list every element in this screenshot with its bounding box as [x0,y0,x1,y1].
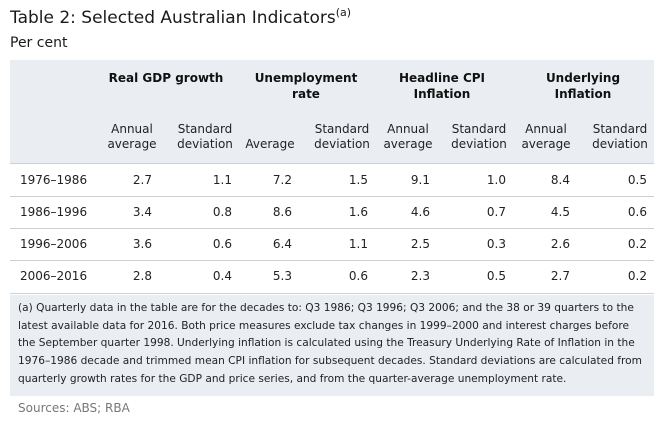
table-cell: 0.2 [627,237,647,251]
table-cell: 0.6 [348,269,368,283]
row-divider [10,293,654,294]
title-footnote-marker: (a) [335,6,352,19]
table-cell: 0.8 [212,205,232,219]
table-cell: 7.2 [272,173,292,187]
table-cell: 2.7 [550,269,570,283]
row-divider [10,163,654,164]
group-header: rate [292,87,320,101]
table-cell: 0.5 [486,269,506,283]
row-divider [10,196,654,197]
column-header: Average [245,137,295,151]
header-band [10,60,654,163]
period-label: 1996–2006 [20,237,88,251]
column-header: Standard [451,122,507,136]
table-cell: 0.6 [212,237,232,251]
column-header: Standard [592,122,648,136]
row-divider [10,228,654,229]
group-header: Inflation [554,87,612,101]
table-cell: 0.2 [627,269,647,283]
column-header: average [107,137,157,151]
column-header: Annual [525,122,567,136]
table-cell: 3.6 [132,237,152,251]
table-cell: 1.1 [348,237,368,251]
table-cell: 2.5 [410,237,430,251]
column-header: Standard [314,122,370,136]
group-header: Unemployment [254,71,358,85]
table-cell: 3.4 [132,205,152,219]
table-cell: 0.5 [627,173,647,187]
row-divider [10,260,654,261]
table-cell: 1.1 [212,173,232,187]
table-cell: 2.7 [132,173,152,187]
table-cell: 0.6 [627,205,647,219]
table-cell: 0.3 [486,237,506,251]
column-header: deviation [592,137,648,151]
group-header: Headline CPI [398,71,486,85]
table-cell: 0.7 [486,205,506,219]
sources: Sources: ABS; RBA [18,401,130,415]
table-units: Per cent [10,35,68,51]
table-cell: 1.6 [348,205,368,219]
footnote-band [10,295,654,396]
table-cell: 5.3 [272,269,292,283]
group-header: Underlying [545,71,621,85]
table-cell: 1.0 [486,173,506,187]
table-cell: 8.4 [550,173,570,187]
column-header: Standard [177,122,233,136]
table-cell: 2.8 [132,269,152,283]
table-cell: 2.3 [410,269,430,283]
period-label: 2006–2016 [20,269,88,283]
table-cell: 4.6 [410,205,430,219]
column-header: deviation [451,137,507,151]
footnote: (a) Quarterly data in the table are for … [18,302,642,385]
table-cell: 2.6 [550,237,570,251]
column-header: Annual [387,122,429,136]
table-cell: 9.1 [410,173,430,187]
table-title: Table 2: Selected Australian Indicators(… [10,6,352,28]
table-cell: 4.5 [550,205,570,219]
group-header: Inflation [413,87,471,101]
period-label: 1986–1996 [20,205,88,219]
group-header: Real GDP growth [108,71,224,85]
table-cell: 0.4 [212,269,232,283]
period-label: 1976–1986 [20,173,88,187]
column-header: Annual [111,122,153,136]
column-header: average [521,137,571,151]
column-header: average [383,137,433,151]
column-header: deviation [177,137,233,151]
table-cell: 6.4 [272,237,292,251]
column-header: deviation [314,137,370,151]
table-cell: 1.5 [348,173,368,187]
table-cell: 8.6 [272,205,292,219]
